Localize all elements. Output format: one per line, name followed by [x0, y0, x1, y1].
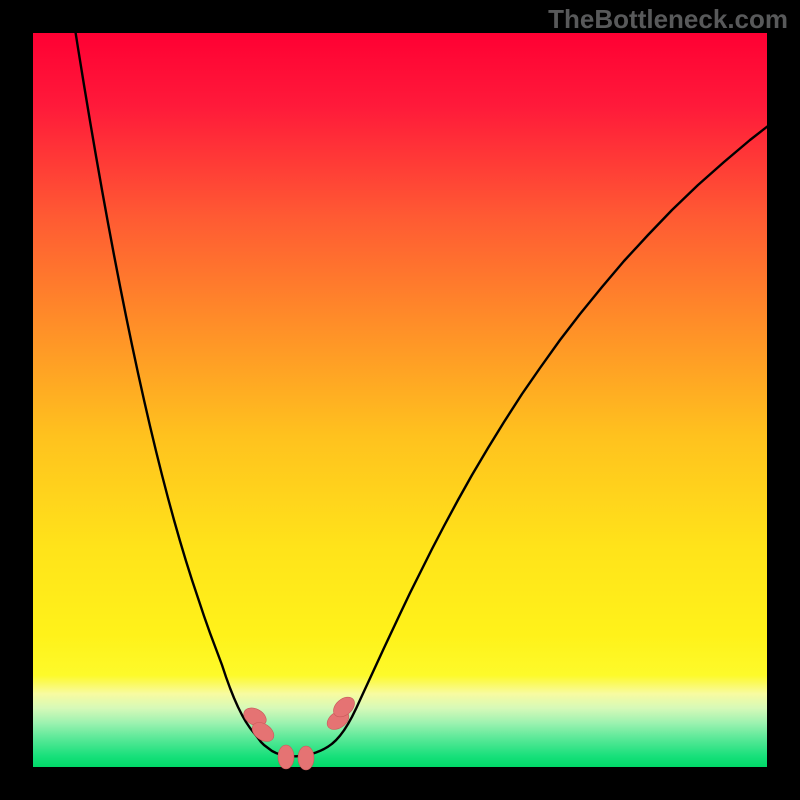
watermark-text: TheBottleneck.com [548, 4, 788, 35]
data-point-marker [278, 745, 294, 769]
data-point-marker [298, 746, 314, 770]
bottleneck-chart [0, 0, 800, 800]
